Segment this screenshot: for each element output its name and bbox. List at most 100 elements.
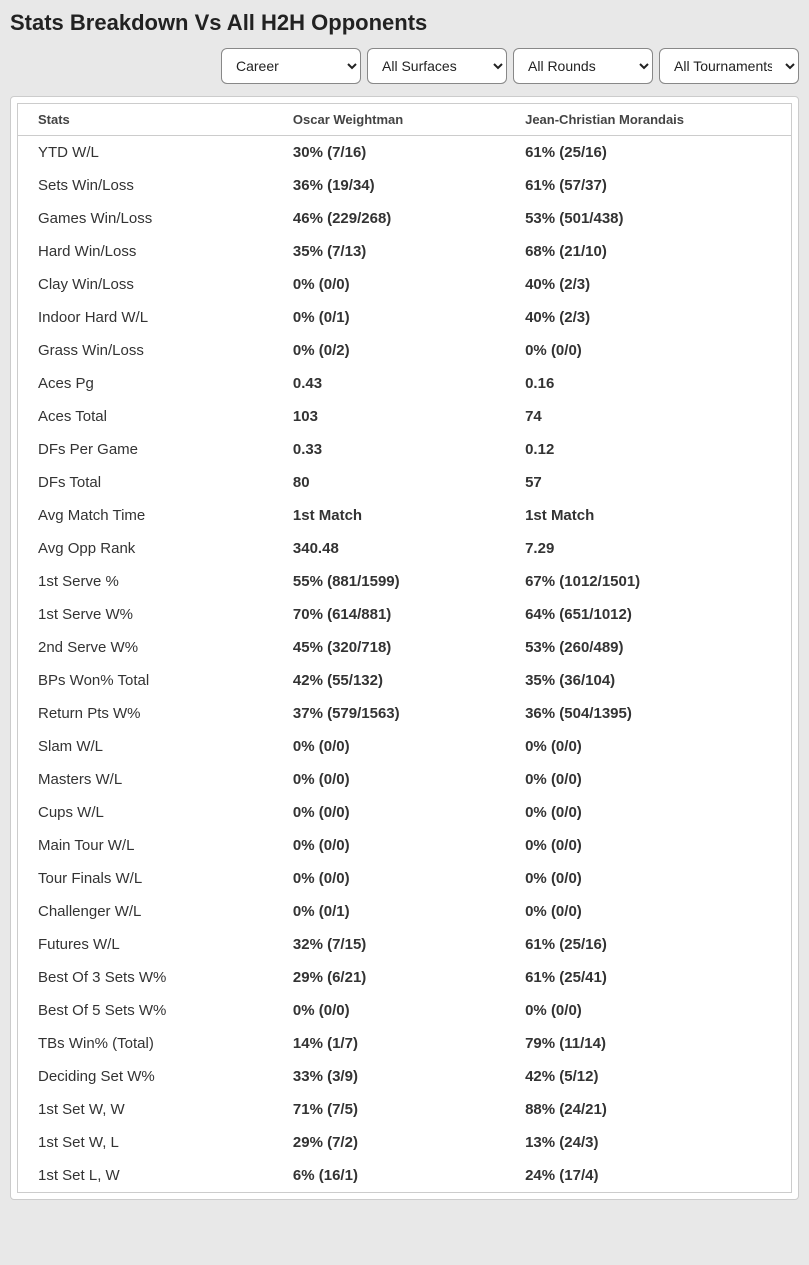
table-row: Games Win/Loss46% (229/268)53% (501/438)	[18, 202, 792, 235]
stat-value-player2: 24% (17/4)	[505, 1159, 791, 1193]
table-row: Aces Total10374	[18, 400, 792, 433]
table-row: Return Pts W%37% (579/1563)36% (504/1395…	[18, 697, 792, 730]
stat-label: BPs Won% Total	[18, 664, 273, 697]
stat-value-player2: 67% (1012/1501)	[505, 565, 791, 598]
table-header-row: Stats Oscar Weightman Jean-Christian Mor…	[18, 104, 792, 136]
stat-value-player1: 71% (7/5)	[273, 1093, 505, 1126]
table-row: Clay Win/Loss0% (0/0)40% (2/3)	[18, 268, 792, 301]
stat-value-player1: 6% (16/1)	[273, 1159, 505, 1193]
stat-label: Tour Finals W/L	[18, 862, 273, 895]
stat-value-player2: 0% (0/0)	[505, 796, 791, 829]
stat-value-player2: 0% (0/0)	[505, 334, 791, 367]
stat-label: Aces Total	[18, 400, 273, 433]
stat-label: 1st Set W, W	[18, 1093, 273, 1126]
stat-value-player1: 14% (1/7)	[273, 1027, 505, 1060]
filter-bar: Career All Surfaces All Rounds All Tourn…	[0, 48, 809, 96]
col-header-player2: Jean-Christian Morandais	[505, 104, 791, 136]
table-row: 1st Set L, W6% (16/1)24% (17/4)	[18, 1159, 792, 1193]
table-row: 1st Set W, L29% (7/2)13% (24/3)	[18, 1126, 792, 1159]
table-row: Grass Win/Loss0% (0/2)0% (0/0)	[18, 334, 792, 367]
table-row: Best Of 3 Sets W%29% (6/21)61% (25/41)	[18, 961, 792, 994]
filter-surfaces-select[interactable]: All Surfaces	[367, 48, 507, 84]
stat-label: DFs Total	[18, 466, 273, 499]
stat-value-player1: 0% (0/0)	[273, 730, 505, 763]
stat-label: Hard Win/Loss	[18, 235, 273, 268]
stat-value-player2: 0.16	[505, 367, 791, 400]
stat-value-player1: 0.33	[273, 433, 505, 466]
stat-label: Clay Win/Loss	[18, 268, 273, 301]
stat-value-player2: 64% (651/1012)	[505, 598, 791, 631]
table-row: Indoor Hard W/L0% (0/1)40% (2/3)	[18, 301, 792, 334]
table-row: Best Of 5 Sets W%0% (0/0)0% (0/0)	[18, 994, 792, 1027]
stat-label: Best Of 3 Sets W%	[18, 961, 273, 994]
stat-value-player2: 7.29	[505, 532, 791, 565]
stat-value-player1: 35% (7/13)	[273, 235, 505, 268]
stat-label: Main Tour W/L	[18, 829, 273, 862]
table-row: BPs Won% Total42% (55/132)35% (36/104)	[18, 664, 792, 697]
table-row: TBs Win% (Total)14% (1/7)79% (11/14)	[18, 1027, 792, 1060]
stat-value-player2: 53% (260/489)	[505, 631, 791, 664]
stat-value-player1: 0% (0/0)	[273, 268, 505, 301]
table-row: YTD W/L30% (7/16)61% (25/16)	[18, 136, 792, 170]
col-header-stats: Stats	[18, 104, 273, 136]
stat-value-player2: 0% (0/0)	[505, 862, 791, 895]
stat-value-player1: 0% (0/0)	[273, 829, 505, 862]
stat-label: Deciding Set W%	[18, 1060, 273, 1093]
filter-rounds-select[interactable]: All Rounds	[513, 48, 653, 84]
stat-value-player1: 0% (0/0)	[273, 862, 505, 895]
table-row: DFs Total8057	[18, 466, 792, 499]
table-row: Cups W/L0% (0/0)0% (0/0)	[18, 796, 792, 829]
stat-label: Masters W/L	[18, 763, 273, 796]
table-row: Hard Win/Loss35% (7/13)68% (21/10)	[18, 235, 792, 268]
stat-value-player2: 88% (24/21)	[505, 1093, 791, 1126]
stat-value-player2: 0% (0/0)	[505, 730, 791, 763]
stat-label: 1st Set W, L	[18, 1126, 273, 1159]
stat-value-player2: 61% (25/16)	[505, 928, 791, 961]
stat-value-player2: 42% (5/12)	[505, 1060, 791, 1093]
filter-tournaments-select[interactable]: All Tournaments	[659, 48, 799, 84]
stat-label: Indoor Hard W/L	[18, 301, 273, 334]
stat-value-player1: 70% (614/881)	[273, 598, 505, 631]
stat-value-player1: 0% (0/1)	[273, 895, 505, 928]
stats-table: Stats Oscar Weightman Jean-Christian Mor…	[17, 103, 792, 1193]
table-row: 1st Serve W%70% (614/881)64% (651/1012)	[18, 598, 792, 631]
filter-career-select[interactable]: Career	[221, 48, 361, 84]
stat-value-player2: 0% (0/0)	[505, 994, 791, 1027]
table-row: 1st Set W, W71% (7/5)88% (24/21)	[18, 1093, 792, 1126]
stat-value-player1: 0% (0/0)	[273, 796, 505, 829]
stat-label: Return Pts W%	[18, 697, 273, 730]
stat-value-player1: 0% (0/2)	[273, 334, 505, 367]
table-row: 1st Serve %55% (881/1599)67% (1012/1501)	[18, 565, 792, 598]
stat-label: Slam W/L	[18, 730, 273, 763]
stat-value-player2: 40% (2/3)	[505, 301, 791, 334]
stat-value-player2: 13% (24/3)	[505, 1126, 791, 1159]
table-row: Deciding Set W%33% (3/9)42% (5/12)	[18, 1060, 792, 1093]
table-row: Futures W/L32% (7/15)61% (25/16)	[18, 928, 792, 961]
stat-label: Best Of 5 Sets W%	[18, 994, 273, 1027]
stat-label: Grass Win/Loss	[18, 334, 273, 367]
stat-label: 1st Serve %	[18, 565, 273, 598]
stat-value-player2: 0% (0/0)	[505, 895, 791, 928]
table-row: Sets Win/Loss36% (19/34)61% (57/37)	[18, 169, 792, 202]
stat-value-player1: 46% (229/268)	[273, 202, 505, 235]
stat-value-player2: 74	[505, 400, 791, 433]
stat-label: Avg Opp Rank	[18, 532, 273, 565]
stat-value-player1: 45% (320/718)	[273, 631, 505, 664]
stat-value-player2: 40% (2/3)	[505, 268, 791, 301]
stat-value-player2: 79% (11/14)	[505, 1027, 791, 1060]
table-row: Main Tour W/L0% (0/0)0% (0/0)	[18, 829, 792, 862]
stat-label: 1st Set L, W	[18, 1159, 273, 1193]
col-header-player1: Oscar Weightman	[273, 104, 505, 136]
stat-label: 1st Serve W%	[18, 598, 273, 631]
stat-value-player1: 0% (0/0)	[273, 994, 505, 1027]
table-row: Tour Finals W/L0% (0/0)0% (0/0)	[18, 862, 792, 895]
stat-value-player1: 1st Match	[273, 499, 505, 532]
stat-label: Games Win/Loss	[18, 202, 273, 235]
page-title: Stats Breakdown Vs All H2H Opponents	[0, 0, 809, 48]
stat-value-player2: 1st Match	[505, 499, 791, 532]
table-row: Masters W/L0% (0/0)0% (0/0)	[18, 763, 792, 796]
stat-value-player1: 29% (6/21)	[273, 961, 505, 994]
table-row: Avg Opp Rank340.487.29	[18, 532, 792, 565]
stat-value-player2: 57	[505, 466, 791, 499]
stat-label: Challenger W/L	[18, 895, 273, 928]
